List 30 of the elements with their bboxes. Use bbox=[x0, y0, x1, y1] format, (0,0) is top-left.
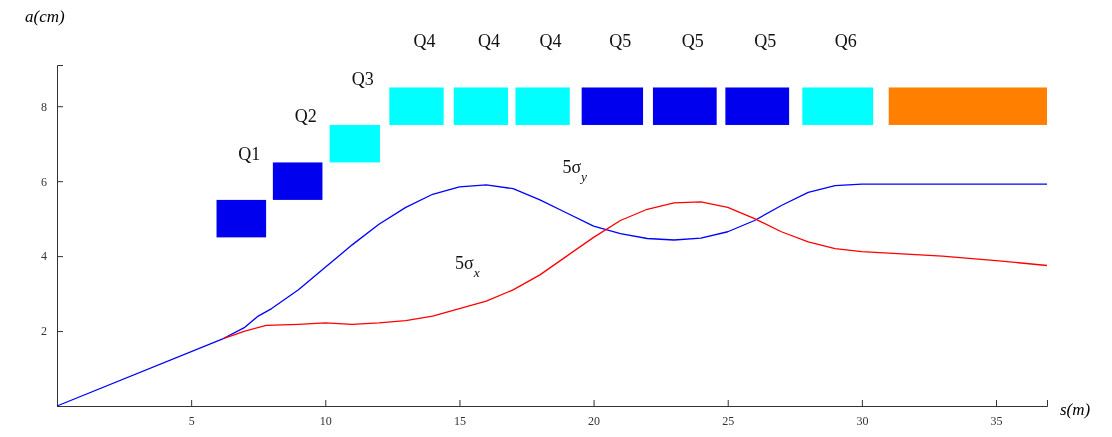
y-axis-title: a(cm) bbox=[25, 7, 65, 26]
annotation: Q1 bbox=[238, 143, 261, 164]
x-tick-label: 25 bbox=[722, 413, 735, 428]
line-series bbox=[222, 201, 1048, 340]
bar bbox=[515, 87, 570, 125]
annotation: Q2 bbox=[294, 106, 317, 127]
y-tick-label: 6 bbox=[41, 174, 47, 189]
annotation: Q5 bbox=[609, 31, 632, 52]
x-tick-label: 5 bbox=[188, 413, 195, 428]
x-tick-label: 20 bbox=[588, 413, 601, 428]
annotation: Q3 bbox=[351, 68, 374, 89]
annotation: Q5 bbox=[754, 31, 777, 52]
annotation: Q5 bbox=[681, 31, 704, 52]
y-tick-label: 8 bbox=[41, 99, 47, 114]
annotation: Q4 bbox=[413, 31, 436, 52]
bar bbox=[453, 87, 509, 125]
line-series bbox=[56, 183, 1048, 407]
bar bbox=[389, 87, 444, 125]
annotation: Q4 bbox=[539, 31, 562, 52]
x-tick-label: 10 bbox=[319, 413, 332, 428]
y-tick-label: 4 bbox=[41, 249, 47, 264]
x-tick-label: 35 bbox=[990, 413, 1003, 428]
annotation: 5σ$_{y}$ bbox=[562, 157, 588, 184]
x-tick-label: 15 bbox=[453, 413, 466, 428]
annotation: Q6 bbox=[834, 31, 857, 52]
x-axis-title: s(m) bbox=[1060, 400, 1091, 419]
x-tick-label: 30 bbox=[856, 413, 869, 428]
annotation: 5σ$_{x}$ bbox=[455, 252, 480, 280]
annotation: Q4 bbox=[477, 31, 500, 52]
y-tick-label: 2 bbox=[41, 324, 47, 339]
